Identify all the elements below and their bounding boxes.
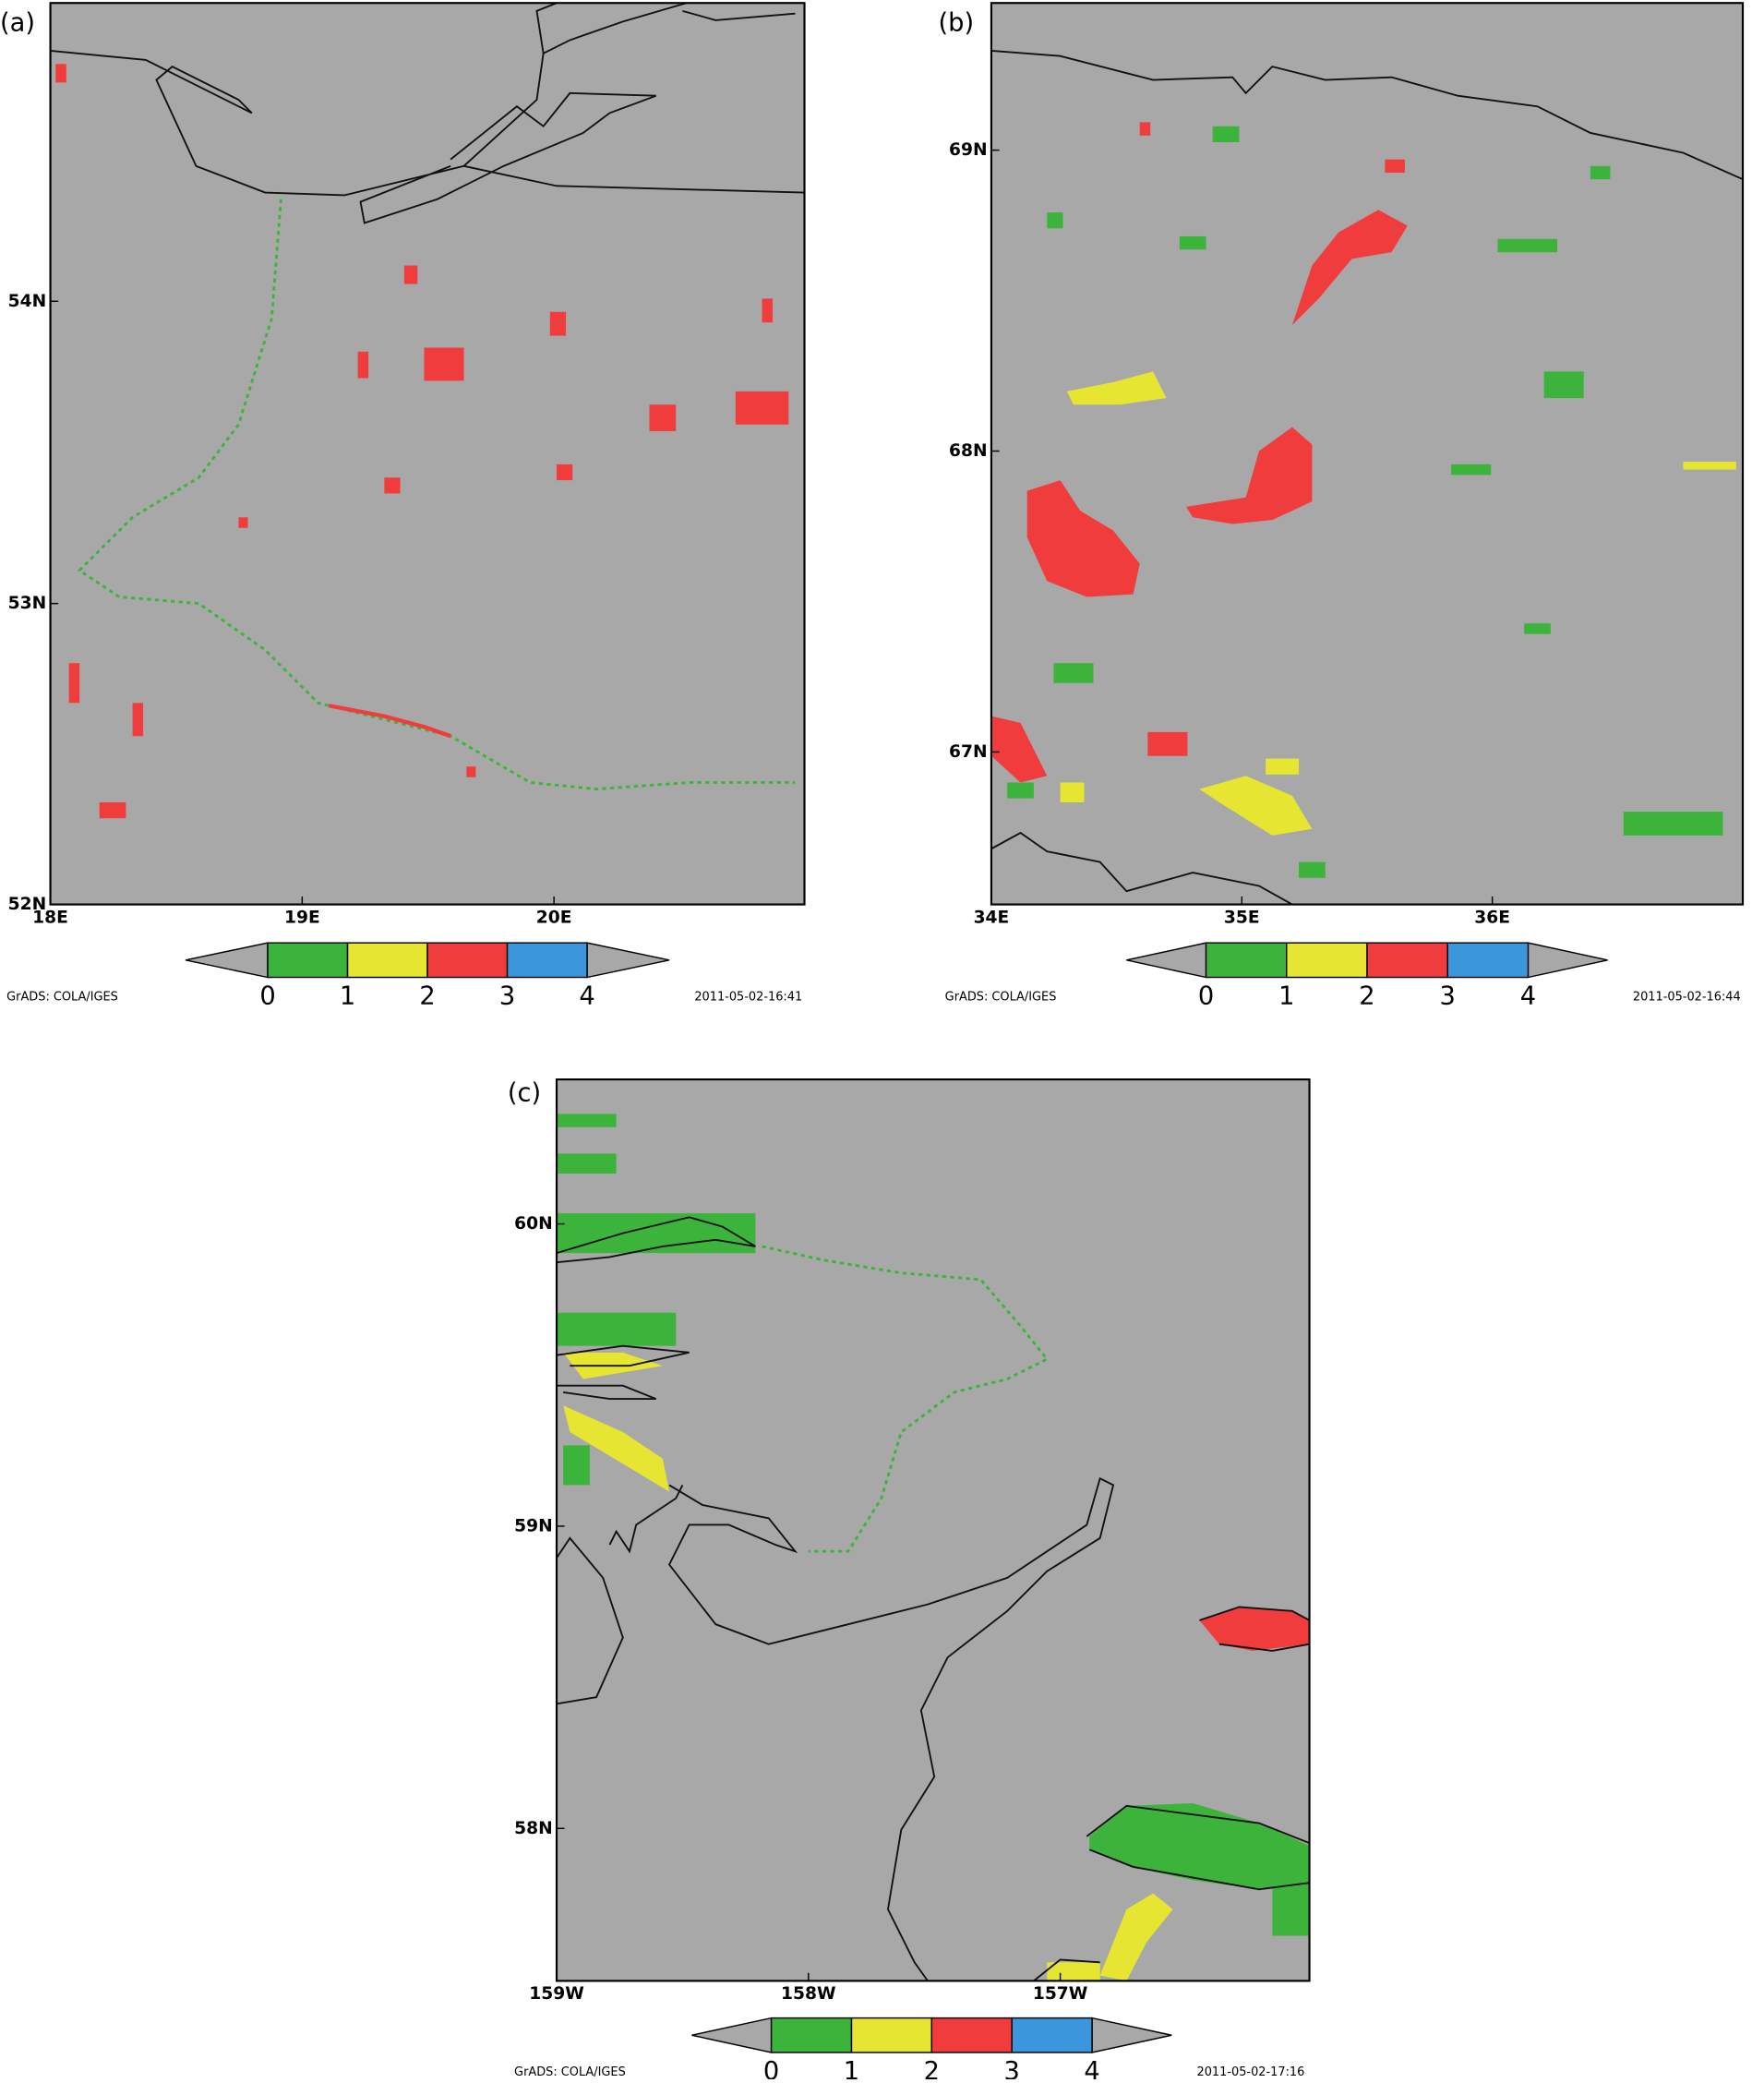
colorbar-label: 4 [579, 982, 594, 1011]
colorbar-label: 1 [340, 982, 355, 1011]
colorbar-segment [267, 942, 349, 979]
y-tick-label: 68N [949, 441, 988, 461]
colorbar-label: 1 [1278, 982, 1294, 1011]
credit: GrADS: COLA/IGES [6, 991, 118, 1005]
colorbar-label: 2 [924, 2057, 940, 2079]
colorbar-segment [1011, 2017, 1093, 2053]
colorbar-end [185, 942, 269, 979]
timestamp: 2011-05-02-17:16 [1196, 2065, 1304, 2079]
map-b [990, 3, 1744, 905]
colorbar-segment [1205, 942, 1288, 979]
colorbar-segment [930, 2017, 1013, 2053]
colorbar-label: 0 [763, 2057, 779, 2079]
colorbar-label: 3 [1004, 2057, 1020, 2079]
panel-label: (a) [0, 9, 35, 38]
map-features-b [990, 49, 1744, 906]
colorbar-segment [1286, 942, 1368, 979]
x-tick-label: 35E [1224, 908, 1260, 927]
colorbar-segment [346, 942, 428, 979]
y-tick-label: 59N [514, 1516, 553, 1535]
map-a [50, 3, 805, 905]
x-tick-label: 34E [974, 908, 1010, 927]
colorbar-label: 0 [259, 982, 275, 1011]
colorbar-label: 2 [419, 982, 435, 1011]
map-frame [49, 2, 806, 906]
x-tick-label: 18E [32, 908, 68, 927]
x-tick-label: 36E [1474, 908, 1510, 927]
colorbar-end [1091, 2017, 1172, 2053]
colorbar-segment [770, 2017, 853, 2053]
colorbar-segment [1446, 942, 1530, 979]
colorbar-label: 3 [1440, 982, 1456, 1011]
colorbar-segment [506, 942, 588, 979]
colorbar-label: 2 [1359, 982, 1374, 1011]
map-frame [990, 2, 1745, 906]
y-tick-label: 53N [8, 594, 47, 613]
y-tick-label: 58N [514, 1819, 553, 1838]
colorbar-label: 4 [1520, 982, 1536, 1011]
x-tick-label: 158W [781, 1984, 836, 2004]
credit: GrADS: COLA/IGES [945, 991, 1057, 1005]
y-tick-label: 69N [949, 140, 988, 160]
panel-label: (b) [939, 9, 975, 38]
map-features-a [50, 2, 805, 819]
colorbar-segment [850, 2017, 933, 2053]
y-tick-label: 54N [8, 292, 47, 311]
colorbar-label: 3 [499, 982, 515, 1011]
colorbar-end [1126, 942, 1207, 979]
x-tick-label: 20E [536, 908, 572, 927]
colorbar-label: 0 [1198, 982, 1214, 1011]
colorbar-end [586, 942, 670, 979]
y-tick-label: 60N [514, 1214, 553, 1234]
y-tick-label: 52N [8, 895, 47, 914]
y-tick-label: 67N [949, 742, 988, 762]
colorbar-label: 1 [844, 2057, 859, 2079]
timestamp: 2011-05-02-16:44 [1633, 991, 1741, 1005]
credit: GrADS: COLA/IGES [514, 2065, 626, 2079]
timestamp: 2011-05-02-16:41 [694, 991, 802, 1005]
colorbar-segment [1366, 942, 1448, 979]
map-features-c [556, 1114, 1310, 1982]
colorbar-label: 4 [1084, 2057, 1099, 2079]
colorbar-end [1527, 942, 1608, 979]
x-tick-label: 159W [529, 1984, 584, 2004]
panel-label: (c) [508, 1078, 541, 1107]
x-tick-label: 19E [284, 908, 320, 927]
map-frame [555, 1078, 1311, 1982]
colorbar-end [691, 2017, 773, 2053]
colorbar-segment [426, 942, 509, 979]
x-tick-label: 157W [1033, 1984, 1088, 2004]
